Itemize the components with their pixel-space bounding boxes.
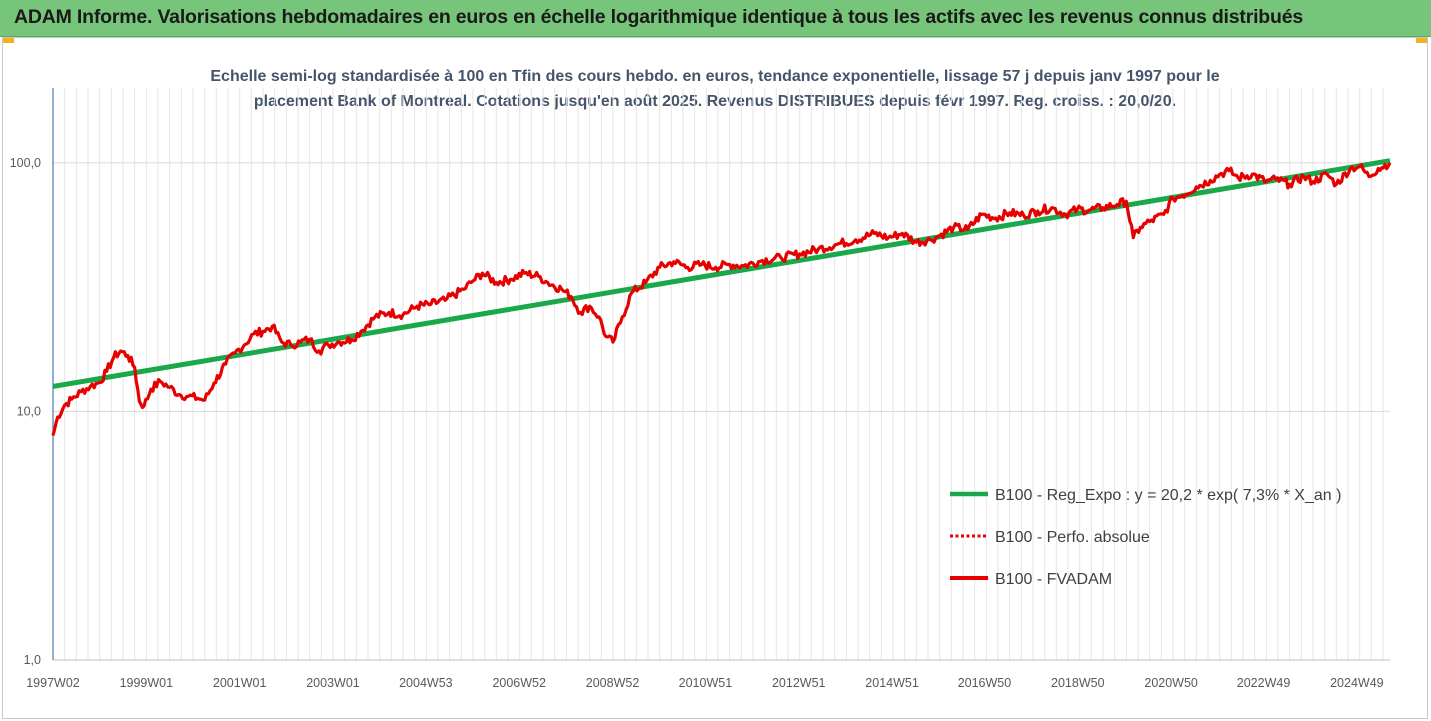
- banner-title: ADAM Informe. Valorisations hebdomadaire…: [14, 6, 1304, 28]
- regression-line: [52, 158, 1391, 389]
- fvadam-line: [51, 162, 1392, 436]
- title-banner: ADAM Informe. Valorisations hebdomadaire…: [0, 0, 1431, 37]
- x-tick-label: 2020W50: [1144, 676, 1198, 690]
- x-tick-label: 2022W49: [1237, 676, 1291, 690]
- legend-label: B100 - FVADAM: [995, 571, 1112, 588]
- x-tick-label: 1997W02: [26, 676, 80, 690]
- x-tick-label: 2003W01: [306, 676, 360, 690]
- x-tick-label: 2006W52: [492, 676, 546, 690]
- legend: B100 - Reg_Expo : y = 20,2 * exp( 7,3% *…: [950, 487, 1341, 588]
- legend-label: B100 - Perfo. absolue: [995, 529, 1150, 546]
- chart-frame: [2, 37, 1428, 719]
- x-tick-label: 1999W01: [120, 676, 174, 690]
- legend-label: B100 - Reg_Expo : y = 20,2 * exp( 7,3% *…: [995, 487, 1341, 504]
- x-tick-label: 2004W53: [399, 676, 453, 690]
- grid-layer: [52, 88, 1390, 661]
- x-tick-label: 2016W50: [958, 676, 1012, 690]
- x-tick-label: 2024W49: [1330, 676, 1384, 690]
- x-tick-label: 2010W51: [679, 676, 733, 690]
- series-layer: [51, 158, 1392, 436]
- x-tick-label: 2012W51: [772, 676, 826, 690]
- chart-subtitle-line-1: Echelle semi-log standardisée à 100 en T…: [210, 68, 1220, 85]
- axis-layer: 1,0 10,0 100,0 1997W02 1999W01 2001W01 2003W01…: [10, 88, 1390, 690]
- corner-marker-left: [2, 38, 14, 43]
- x-tick-label: 2008W52: [586, 676, 640, 690]
- corner-marker-right: [1416, 38, 1428, 43]
- y-tick-label: 100,0: [10, 156, 41, 170]
- y-tick-label: 10,0: [17, 404, 41, 418]
- x-tick-label: 2018W50: [1051, 676, 1105, 690]
- y-tick-label: 1,0: [24, 653, 41, 667]
- x-tick-label: 2001W01: [213, 676, 267, 690]
- x-tick-label: 2014W51: [865, 676, 919, 690]
